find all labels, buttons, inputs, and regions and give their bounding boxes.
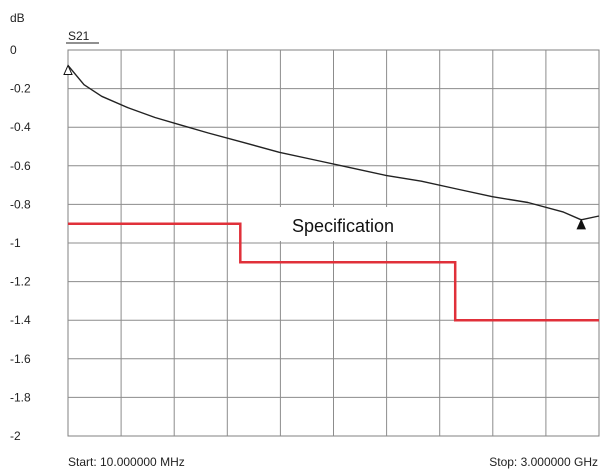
y-tick-label: -2 <box>10 429 21 443</box>
grid <box>68 50 599 436</box>
y-tick-label: -0.6 <box>10 159 31 173</box>
y-tick-label: -0.2 <box>10 82 31 96</box>
trace-title: S21 <box>68 29 90 43</box>
specification-annotation: Specification <box>292 216 394 236</box>
stop-frequency-label: Stop: 3.000000 GHz <box>489 455 598 469</box>
y-tick-label: -1.4 <box>10 313 31 327</box>
trace-marker <box>576 218 587 230</box>
start-frequency-label: Start: 10.000000 MHz <box>68 455 185 469</box>
y-tick-label: -1 <box>10 236 21 250</box>
y-unit-label: dB <box>10 11 25 25</box>
specification-annotation-box <box>269 207 419 241</box>
y-tick-label: -1.8 <box>10 390 31 404</box>
specification-limit-line <box>68 222 599 322</box>
s21-trace-line <box>67 64 600 221</box>
y-tick-label: -0.4 <box>10 120 31 134</box>
y-tick-label: -0.8 <box>10 197 31 211</box>
y-axis-ticks: 0 -0.2 -0.4 -0.6 -0.8 -1 -1.2 -1.4 -1.6 -1.8 -2 <box>10 43 31 443</box>
y-tick-label: -1.2 <box>10 275 31 289</box>
y-tick-label: 0 <box>10 43 17 57</box>
markers <box>63 64 587 230</box>
y-tick-label: -1.6 <box>10 352 31 366</box>
trace-marker <box>63 64 73 75</box>
